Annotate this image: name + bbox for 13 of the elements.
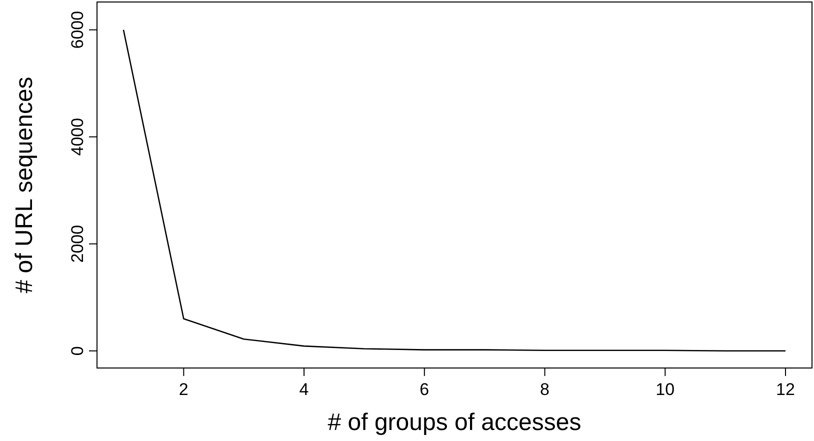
y-tick-label: 6000 <box>68 10 87 49</box>
y-tick-label: 4000 <box>68 118 87 156</box>
x-axis-title: # of groups of accesses <box>328 409 582 436</box>
y-tick-label: 2000 <box>68 224 87 263</box>
line-series <box>122 29 786 352</box>
y-tick-label: 0 <box>68 346 87 356</box>
x-tick-label: 12 <box>776 380 795 399</box>
x-tick-label: 4 <box>299 380 309 399</box>
x-tick-label: 6 <box>420 380 430 399</box>
y-axis-title: # of URL sequences <box>11 76 38 294</box>
x-tick-label: 8 <box>540 380 550 399</box>
x-tick-label: 2 <box>178 380 188 399</box>
x-tick-label: 10 <box>656 380 675 399</box>
